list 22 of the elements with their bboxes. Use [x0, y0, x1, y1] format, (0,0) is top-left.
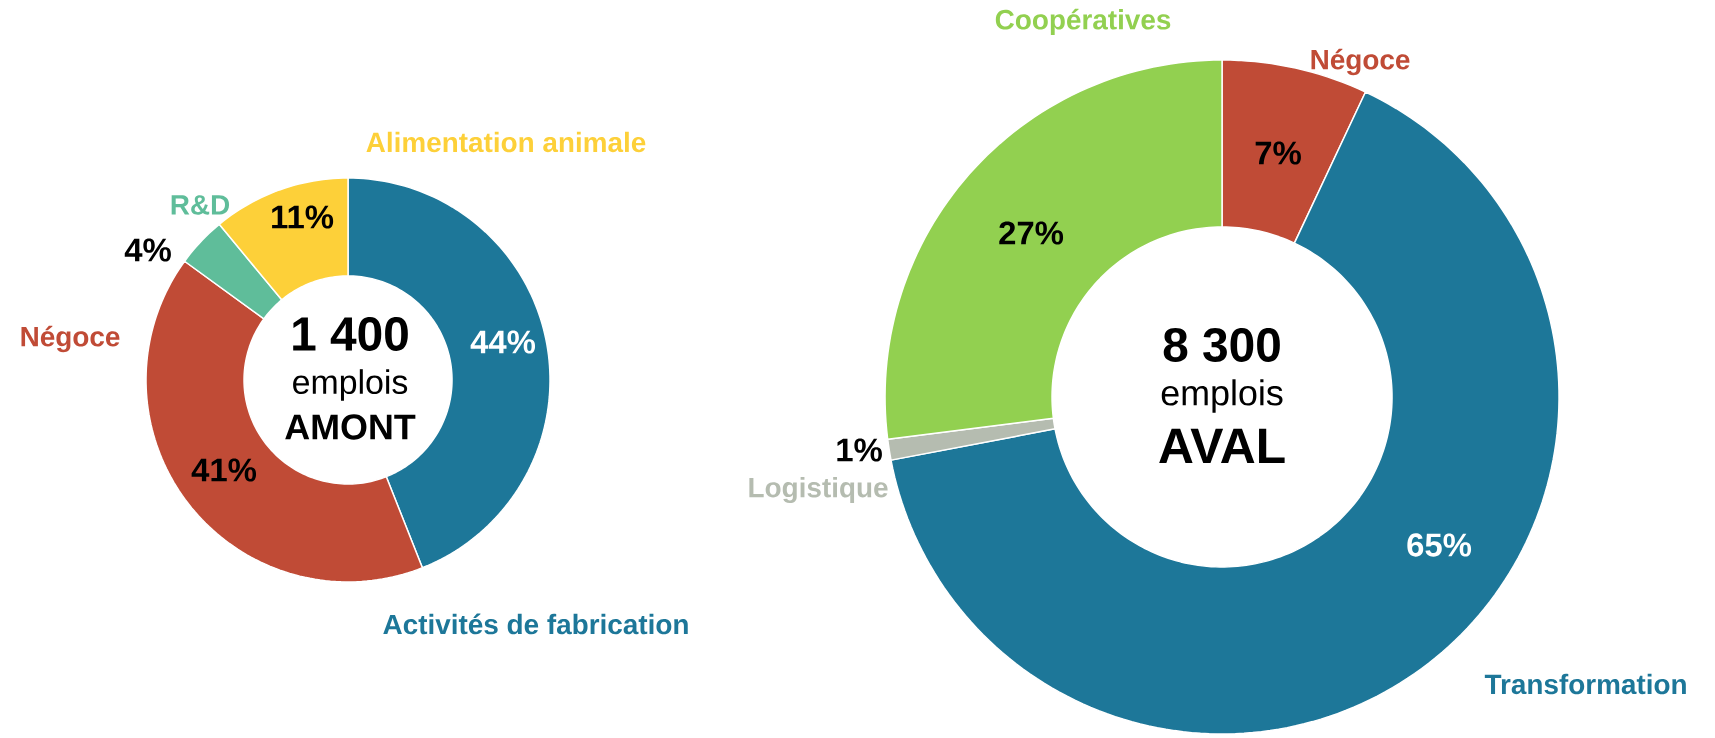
text: AVAL — [1159, 428, 1285, 464]
slice-label: Logistique — [749, 476, 888, 504]
slice-label: Alimentation animale — [366, 131, 646, 153]
text: 1 400 — [293, 317, 408, 351]
slice-label: Négoce — [21, 325, 120, 353]
data-label: 44% — [470, 330, 536, 354]
slice-label: Coopératives — [995, 8, 1171, 36]
slice-label: Activités de fabrication — [383, 613, 688, 635]
text: 8 300 — [1163, 328, 1280, 362]
data-label: 41% — [191, 458, 257, 482]
data-label: 65% — [1407, 533, 1472, 557]
slice-label: Transformation — [1484, 673, 1686, 695]
slice-label: R&D — [171, 195, 230, 215]
data-label: 27% — [999, 221, 1064, 245]
data-label: 4% — [124, 238, 171, 262]
text: emplois — [1161, 379, 1283, 413]
slice-label: Négoce — [1311, 48, 1410, 76]
data-label: 7% — [1255, 141, 1301, 165]
text: AMONT — [285, 414, 416, 440]
data-label: 1% — [837, 438, 882, 462]
data-label: 11% — [272, 205, 334, 229]
text: emplois — [293, 369, 408, 401]
